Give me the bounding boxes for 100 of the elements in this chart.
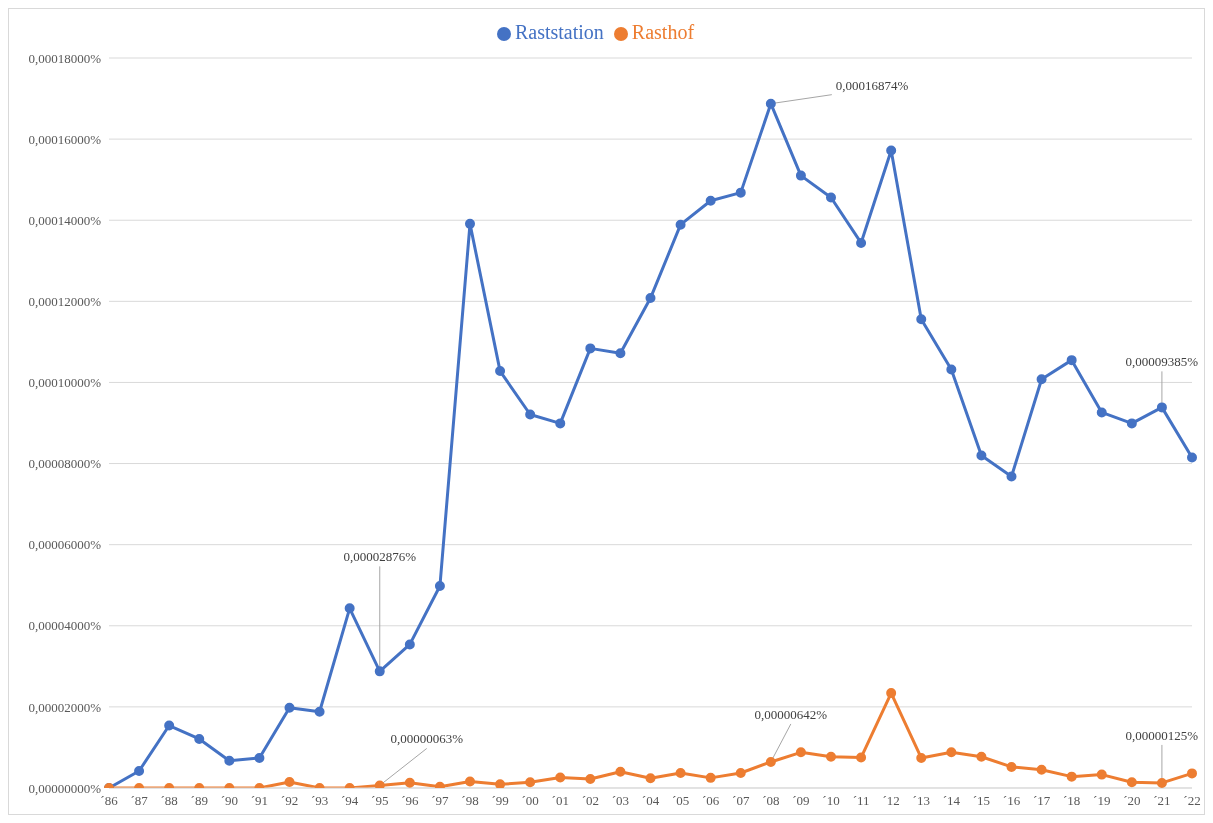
y-tick-label: 0,00004000% — [28, 618, 102, 634]
x-tick-label: ´18 — [1062, 793, 1081, 809]
point — [1066, 355, 1077, 366]
point — [886, 688, 897, 699]
point — [1156, 402, 1167, 413]
point — [1036, 374, 1047, 385]
point — [344, 603, 355, 614]
point — [615, 348, 626, 359]
x-tick-label: ´08 — [762, 793, 780, 809]
point — [1126, 418, 1137, 429]
point — [374, 780, 385, 788]
x-tick-label: ´17 — [1032, 793, 1051, 809]
x-tick-label: ´16 — [1002, 793, 1021, 809]
point — [525, 409, 536, 420]
annotation: 0,00002876% — [343, 549, 417, 565]
point — [1066, 771, 1077, 782]
point — [555, 418, 566, 429]
x-tick-label: ´02 — [581, 793, 600, 809]
point — [555, 772, 566, 783]
point — [795, 170, 806, 181]
point — [645, 773, 656, 784]
y-tick-label: 0,00002000% — [28, 699, 102, 715]
point — [1096, 769, 1107, 780]
point — [795, 747, 806, 758]
point — [705, 195, 716, 206]
x-tick-label: ´19 — [1093, 793, 1111, 809]
x-tick-label: ´13 — [912, 793, 930, 809]
x-tick-label: ´90 — [220, 793, 239, 809]
point — [1006, 471, 1017, 482]
point — [254, 752, 265, 763]
x-tick-label: ´09 — [792, 793, 810, 809]
x-tick-label: ´96 — [401, 793, 419, 809]
point — [675, 219, 686, 230]
point — [1187, 452, 1197, 463]
x-tick-label: ´04 — [641, 793, 660, 809]
x-tick-label: ´10 — [822, 793, 840, 809]
x-tick-label: ´22 — [1183, 793, 1201, 809]
point — [946, 364, 957, 375]
point — [1006, 761, 1017, 772]
y-tick-label: 0,00000000% — [28, 780, 102, 796]
y-tick-label: 0,00010000% — [28, 375, 102, 391]
point — [465, 218, 475, 229]
point — [856, 752, 867, 763]
point — [404, 639, 415, 650]
x-tick-label: ´86 — [100, 793, 119, 809]
point — [826, 751, 836, 762]
x-tick-label: ´20 — [1123, 793, 1141, 809]
x-tick-label: ´93 — [310, 793, 329, 809]
x-tick-label: ´01 — [551, 793, 569, 809]
point — [495, 366, 506, 377]
annotation: 0,00000125% — [1125, 727, 1199, 743]
point — [1126, 777, 1137, 788]
x-tick-label: ´95 — [371, 793, 389, 809]
point — [465, 776, 475, 787]
annotation: 0,00000642% — [754, 706, 828, 722]
point — [765, 756, 776, 767]
point — [194, 733, 205, 744]
point — [314, 706, 325, 717]
point — [735, 187, 746, 198]
point — [495, 779, 506, 788]
point — [675, 767, 686, 778]
x-tick-label: ´88 — [160, 793, 178, 809]
point — [404, 777, 415, 788]
point — [916, 752, 927, 763]
x-tick-label: ´14 — [942, 793, 961, 809]
x-tick-label: ´99 — [491, 793, 509, 809]
y-tick-label: 0,00018000% — [28, 50, 102, 66]
point — [284, 776, 295, 787]
x-tick-label: ´21 — [1153, 793, 1171, 809]
x-tick-label: ´97 — [431, 793, 450, 809]
x-tick-label: ´05 — [671, 793, 690, 809]
point — [1036, 764, 1047, 775]
annotation: 0,00000063% — [390, 731, 464, 747]
point — [585, 774, 596, 785]
point — [765, 98, 776, 109]
point — [645, 293, 656, 304]
y-tick-label: 0,00012000% — [28, 293, 102, 309]
point — [615, 766, 626, 777]
point — [585, 343, 596, 354]
legend-label: Rasthof — [631, 21, 695, 43]
point — [1187, 768, 1197, 779]
point — [886, 145, 897, 156]
point — [1096, 407, 1107, 418]
annotation: 0,00016874% — [835, 77, 909, 93]
x-tick-label: ´87 — [130, 793, 149, 809]
x-tick-label: ´15 — [972, 793, 991, 809]
point — [946, 747, 957, 758]
legend-label: Raststation — [514, 21, 604, 43]
point — [1156, 777, 1167, 788]
x-tick-label: ´98 — [461, 793, 479, 809]
point — [705, 772, 716, 783]
point — [856, 237, 867, 248]
point — [374, 666, 385, 677]
y-tick-label: 0,00016000% — [28, 131, 102, 147]
x-tick-label: ´07 — [732, 793, 750, 809]
x-tick-label: ´06 — [701, 793, 720, 809]
x-tick-label: ´11 — [852, 793, 870, 809]
x-tick-label: ´12 — [882, 793, 900, 809]
x-tick-label: ´03 — [611, 793, 630, 809]
point — [916, 314, 927, 325]
